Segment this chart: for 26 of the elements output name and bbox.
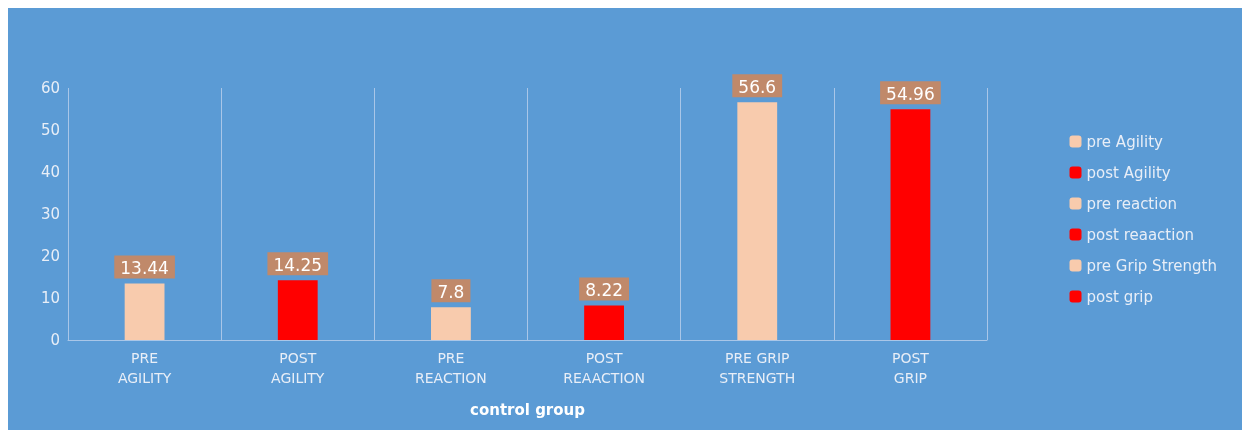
legend-label: pre Grip Strength — [1086, 256, 1218, 275]
data-label: 54.96 — [886, 83, 935, 104]
legend-label: post Agility — [1086, 163, 1171, 182]
x-tick-label: POST AGILITY — [271, 350, 325, 386]
legend-label: pre Agility — [1086, 132, 1164, 151]
data-label: 56.6 — [738, 76, 777, 97]
legend-label: post reaaction — [1086, 225, 1195, 244]
data-label: 7.8 — [437, 281, 465, 302]
data-label: 13.44 — [120, 258, 169, 279]
data-label: 8.22 — [585, 279, 624, 300]
y-tick-label: 30 — [40, 205, 60, 223]
y-tick-label: 20 — [40, 247, 60, 265]
legend-label: pre reaction — [1086, 194, 1178, 213]
x-tick-label: POST REAACTION — [563, 350, 645, 386]
legend-label: post grip — [1086, 287, 1154, 306]
y-tick-label: 40 — [40, 163, 60, 181]
x-tick-label: POST GRIP — [891, 350, 930, 386]
y-tick-label: 0 — [50, 331, 60, 349]
x-tick-label: PRE GRIP STRENGTH — [719, 350, 796, 386]
data-label: 14.25 — [273, 254, 323, 275]
x-tick-label: PRE AGILITY — [117, 350, 172, 386]
y-tick-label: 60 — [40, 79, 60, 97]
y-tick-label: 10 — [40, 289, 60, 307]
x-tick-label: PRE REACTION — [414, 350, 487, 386]
x-axis-title: control group — [470, 400, 586, 419]
y-tick-label: 50 — [40, 121, 60, 139]
